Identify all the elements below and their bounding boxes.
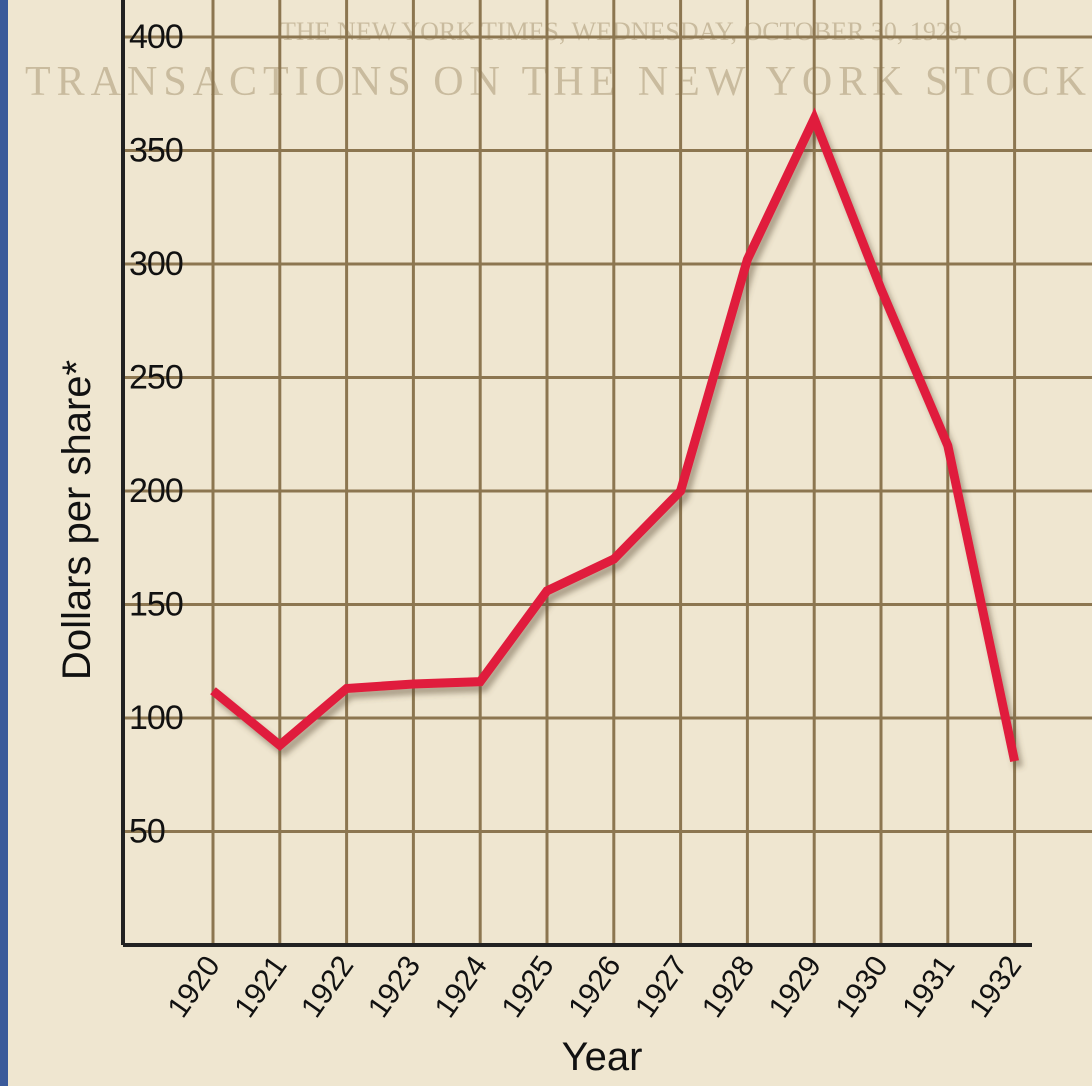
y-tick-label: 400 [129,18,183,56]
y-tick-label: 200 [129,472,183,510]
page: {"chart_data": {"type": "line", "annotat… [0,0,1092,1086]
y-tick-label: 150 [129,585,183,623]
x-axis-label: Year [562,1035,643,1079]
y-tick-label: 50 [129,812,165,850]
y-tick-label: 350 [129,131,183,169]
y-axis-label: Dollars per share* [55,360,99,680]
y-tick-label: 250 [129,358,183,396]
chart: THE NEW YORK TIMES, WEDNESDAY, OCTOBER 3… [0,0,1092,1086]
left-edge [0,0,8,1086]
newspaper-headline: TRANSACTIONS ON THE NEW YORK STOCK EX [25,59,1092,105]
y-tick-label: 300 [129,245,183,283]
y-tick-label: 100 [129,699,183,737]
newspaper-header: THE NEW YORK TIMES, WEDNESDAY, OCTOBER 3… [280,17,968,46]
